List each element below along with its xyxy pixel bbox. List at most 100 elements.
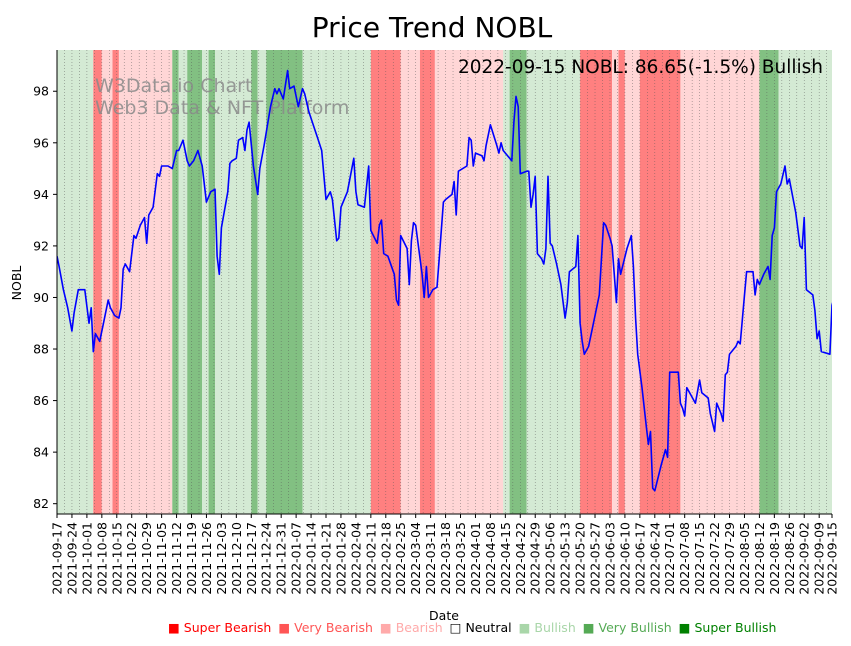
sentiment-band — [208, 50, 215, 514]
x-tick-label: 2022-03-18 — [438, 522, 453, 595]
x-tick-label: 2022-02-25 — [393, 522, 408, 595]
x-tick-label: 2022-09-09 — [812, 522, 827, 595]
y-tick-label: 86 — [33, 393, 49, 408]
x-tick-label: 2022-05-13 — [558, 522, 573, 595]
legend-marker: ■ — [518, 620, 531, 635]
status-annotation: 2022-09-15 NOBL: 86.65(-1.5%) Bullish — [458, 57, 823, 78]
sentiment-band — [118, 50, 173, 514]
sentiment-bands — [57, 50, 832, 514]
x-tick-label: 2022-07-08 — [677, 522, 692, 595]
x-tick-label: 2022-05-27 — [588, 522, 603, 595]
x-tick-label: 2022-04-22 — [513, 522, 528, 595]
sentiment-band — [526, 50, 581, 514]
legend-item: ■ Super Bullish — [679, 620, 777, 635]
watermark: W3Data.io Chart Web3 Data & NFT Platform — [95, 75, 349, 119]
x-tick-label: 2022-02-18 — [378, 522, 393, 595]
legend-label: Bullish — [530, 620, 576, 635]
sentiment-band — [434, 50, 504, 514]
x-tick-label: 2021-11-12 — [169, 522, 184, 595]
y-tick-label: 96 — [33, 135, 49, 150]
x-tick-label: 2022-08-26 — [782, 522, 797, 595]
x-ticks: 2021-09-17 2021-09-24 2021-10-01 2021-10-08… — [50, 514, 840, 595]
x-tick-label: 2022-08-05 — [737, 522, 752, 595]
x-tick-label: 2021-09-24 — [64, 522, 79, 595]
x-tick-label: 2022-01-21 — [319, 522, 334, 595]
legend-item: □ Neutral — [450, 620, 512, 635]
legend-label: Bearish — [391, 620, 443, 635]
sentiment-band — [799, 50, 832, 514]
sentiment-band — [680, 50, 696, 514]
chart-title: Price Trend NOBL — [312, 11, 553, 44]
sentiment-band — [93, 50, 102, 514]
x-tick-label: 2022-02-04 — [348, 522, 363, 595]
legend-marker: ■ — [278, 620, 291, 635]
sentiment-band — [321, 50, 371, 514]
x-tick-label: 2022-08-12 — [752, 522, 767, 595]
sentiment-band — [695, 50, 760, 514]
x-tick-label: 2021-09-17 — [50, 522, 65, 595]
x-tick-label: 2021-10-29 — [139, 522, 154, 595]
x-tick-label: 2022-01-07 — [289, 522, 304, 595]
y-tick-label: 94 — [33, 187, 49, 202]
sentiment-band — [302, 50, 322, 514]
x-tick-label: 2021-10-22 — [124, 522, 139, 595]
sentiment-band — [214, 50, 252, 514]
legend-label: Very Bearish — [290, 620, 373, 635]
x-tick-label: 2021-10-01 — [79, 522, 94, 595]
legend-item: ■ Bearish — [380, 620, 443, 635]
watermark-line-1: W3Data.io Chart — [95, 75, 252, 97]
x-tick-label: 2022-03-11 — [423, 522, 438, 595]
x-tick-label: 2021-12-31 — [274, 522, 289, 595]
sentiment-band — [618, 50, 625, 514]
y-axis-label: NOBL — [9, 266, 24, 301]
sentiment-band — [400, 50, 420, 514]
sentiment-band — [759, 50, 779, 514]
x-tick-label: 2022-06-17 — [632, 522, 647, 595]
sentiment-band — [172, 50, 179, 514]
legend-marker: ■ — [582, 620, 595, 635]
x-tick-label: 2022-07-22 — [707, 522, 722, 595]
x-tick-label: 2021-11-26 — [199, 522, 214, 595]
x-tick-label: 2021-11-05 — [154, 522, 169, 595]
legend-item: ■ Bullish — [519, 620, 576, 635]
x-tick-label: 2022-07-15 — [692, 522, 707, 595]
x-tick-label: 2021-12-03 — [214, 522, 229, 595]
y-tick-label: 82 — [33, 496, 49, 511]
sentiment-band — [639, 50, 681, 514]
legend-label: Super Bullish — [690, 620, 777, 635]
x-tick-label: 2022-04-01 — [468, 522, 483, 595]
x-tick-label: 2021-11-19 — [184, 522, 199, 595]
x-tick-label: 2022-04-08 — [483, 522, 498, 595]
x-tick-label: 2022-09-15 — [825, 522, 840, 595]
legend-marker: □ — [449, 620, 462, 635]
legend-label: Super Bearish — [179, 620, 272, 635]
legend-item: ■ Very Bullish — [583, 620, 672, 635]
y-tick-label: 88 — [33, 342, 49, 357]
sentiment-band — [202, 50, 209, 514]
y-tick-label: 84 — [33, 445, 49, 460]
sentiment-band — [503, 50, 510, 514]
sentiment-band — [178, 50, 188, 514]
x-tick-label: 2021-12-17 — [244, 522, 259, 595]
x-tick-label: 2021-10-08 — [94, 522, 109, 595]
x-axis-label: Date — [429, 608, 459, 623]
legend-marker: ■ — [678, 620, 691, 635]
x-tick-label: 2022-04-15 — [498, 522, 513, 595]
x-tick-label: 2022-07-01 — [662, 522, 677, 595]
x-tick-label: 2022-04-29 — [528, 522, 543, 595]
legend-marker: ■ — [379, 620, 392, 635]
x-tick-label: 2021-10-15 — [109, 522, 124, 595]
x-tick-label: 2022-01-28 — [333, 522, 348, 595]
vertical-gridlines — [56, 50, 827, 514]
watermark-line-2: Web3 Data & NFT Platform — [95, 97, 349, 119]
x-tick-label: 2021-12-10 — [229, 522, 244, 595]
x-tick-label: 2022-06-24 — [647, 522, 662, 595]
legend-item: ■ Super Bearish — [168, 620, 271, 635]
sentiment-band — [257, 50, 267, 514]
sentiment-band — [101, 50, 113, 514]
legend: ■ Super Bearish ■ Very Bearish ■ Bearish □ … — [168, 620, 783, 635]
x-tick-label: 2022-09-02 — [797, 522, 812, 595]
sentiment-band — [187, 50, 203, 514]
x-tick-label: 2022-07-29 — [722, 522, 737, 595]
